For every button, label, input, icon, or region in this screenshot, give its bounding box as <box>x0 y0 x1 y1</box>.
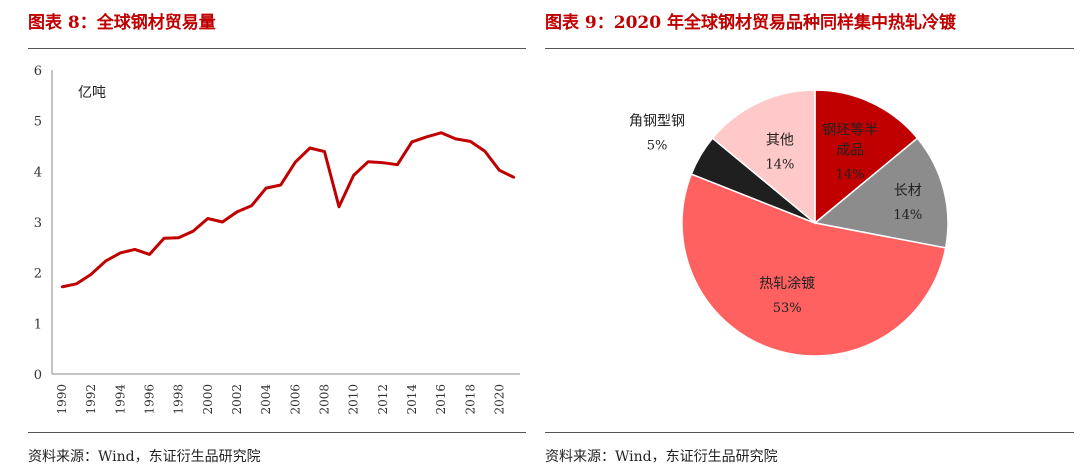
y-tick-label: 6 <box>34 64 42 79</box>
y-tick-label: 4 <box>34 165 42 180</box>
series-point <box>498 169 501 172</box>
left-source-rule <box>28 432 526 433</box>
series-point <box>512 176 516 179</box>
pie-slice-percent: 14% <box>893 208 922 223</box>
x-tick-label: 2010 <box>347 384 361 415</box>
series-point <box>60 285 64 289</box>
x-tick-label: 2018 <box>463 384 477 415</box>
series-point <box>367 160 370 163</box>
right-figure-title: 图表 9：2020 年全球钢材贸易品种同样集中热轧冷镀 <box>545 13 956 33</box>
series-point <box>381 161 384 164</box>
pie-slices <box>681 89 949 357</box>
series-point <box>162 237 166 240</box>
x-tick-label: 2020 <box>492 384 506 415</box>
series-point <box>192 229 195 233</box>
series-point <box>425 135 428 139</box>
x-tick-label: 2000 <box>201 384 215 415</box>
right-source-note: 资料来源：Wind，东证衍生品研究院 <box>545 449 778 465</box>
series-point <box>454 137 457 141</box>
left-figure-panel: 图表 8：全球钢材贸易量 亿吨 0 1 2 3 4 5 6 1990 1992 1994 1996… <box>0 0 532 472</box>
y-tick-label: 3 <box>34 216 42 231</box>
x-tick-label: 1992 <box>84 384 98 415</box>
x-tick-label: 1990 <box>55 384 69 415</box>
x-tick-label: 1994 <box>113 384 127 415</box>
series-point <box>410 140 414 144</box>
series-point <box>148 253 151 256</box>
pie-slice-label: 角钢型钢 <box>629 114 685 130</box>
pie-slice-percent: 14% <box>765 157 794 172</box>
series-point <box>279 183 282 187</box>
pie-slice-label: 钢坯等半 <box>822 121 878 138</box>
series-point <box>308 146 312 150</box>
series-point <box>250 204 253 207</box>
x-tick-label: 2004 <box>259 384 273 415</box>
pie-slice <box>681 173 947 357</box>
y-axis-unit-label: 亿吨 <box>78 85 106 101</box>
series-point <box>483 149 486 153</box>
x-tick-label: 2012 <box>376 384 390 415</box>
series-point <box>352 174 355 177</box>
series-point <box>264 186 268 190</box>
x-tick-label: 2014 <box>405 384 419 415</box>
left-title-rule <box>28 48 526 49</box>
series-point <box>235 210 239 214</box>
pie-slice-label: 成品 <box>836 142 864 158</box>
right-title-rule <box>545 48 1074 49</box>
x-tick-label: 2002 <box>230 384 244 415</box>
x-tick-labels: 1990 1992 1994 1996 1998 2000 2002 2004 2006 2008… <box>55 384 506 415</box>
x-tick-label: 2016 <box>434 384 448 415</box>
series-points <box>60 131 516 289</box>
pie-slice-label: 热轧涂镀 <box>759 275 815 292</box>
pie-slice <box>813 137 949 249</box>
series-point <box>221 220 224 224</box>
pie-slice <box>711 89 816 225</box>
series-point <box>90 273 93 276</box>
x-tick-label: 2006 <box>288 384 302 415</box>
series-point <box>177 236 180 239</box>
series-point <box>469 140 472 143</box>
series-point <box>439 131 443 134</box>
pie-slice-percent: 53% <box>773 301 802 316</box>
right-figure-panel: 图表 9：2020 年全球钢材贸易品种同样集中热轧冷镀 钢坯等半成品 14% 长材 1… <box>545 0 1080 472</box>
y-tick-label: 1 <box>34 317 42 332</box>
series-point <box>323 150 326 153</box>
x-tick-label: 2008 <box>317 384 331 415</box>
series-point <box>337 205 341 208</box>
series-line <box>61 131 515 289</box>
series-point <box>119 251 122 255</box>
pie-slice-percent: 14% <box>836 167 865 182</box>
y-tick-label: 5 <box>34 115 42 130</box>
pie-slice <box>814 89 919 225</box>
series-point <box>206 217 209 220</box>
pie-slice-label: 其他 <box>766 132 794 148</box>
y-tick-labels: 0 1 2 3 4 5 6 <box>34 64 42 383</box>
line-chart: 亿吨 0 1 2 3 4 5 6 1990 1992 1994 1996 1998 2000 2002 2… <box>34 64 520 415</box>
series-point <box>104 259 107 263</box>
y-tick-label: 0 <box>34 368 42 383</box>
y-tick-label: 2 <box>34 267 42 282</box>
series-point <box>75 282 78 285</box>
x-tick-label: 1996 <box>142 384 156 415</box>
series-point <box>294 161 297 164</box>
left-figure-title: 图表 8：全球钢材贸易量 <box>28 13 216 33</box>
right-source-rule <box>545 432 1074 433</box>
left-source-note: 资料来源：Wind，东证衍生品研究院 <box>28 449 261 465</box>
series-point <box>396 163 399 166</box>
series-point <box>133 248 137 251</box>
pie-slice-percent: 5% <box>647 139 668 154</box>
pie-slice-label: 长材 <box>894 183 922 199</box>
x-tick-label: 1998 <box>172 384 186 415</box>
